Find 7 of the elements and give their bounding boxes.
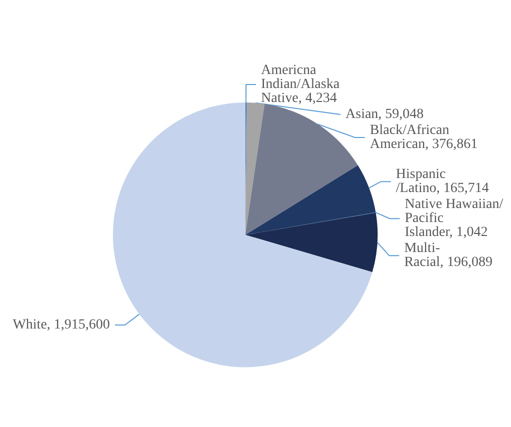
slice-label: Hispanic /Latino, 165,714 [396,167,489,196]
slice-label: White, 1,915,600 [12,317,110,332]
slice-label: Black/African American, 376,861 [370,122,478,152]
slice-label: Multi- Racial, 196,089 [404,241,492,270]
slice-label: Americna Indian/Alaska Native, 4,234 [261,62,340,106]
slice-label: Native Hawaiian/ Pacific Islander, 1,042 [404,197,504,240]
slice-label: Asian, 59,048 [346,106,424,122]
